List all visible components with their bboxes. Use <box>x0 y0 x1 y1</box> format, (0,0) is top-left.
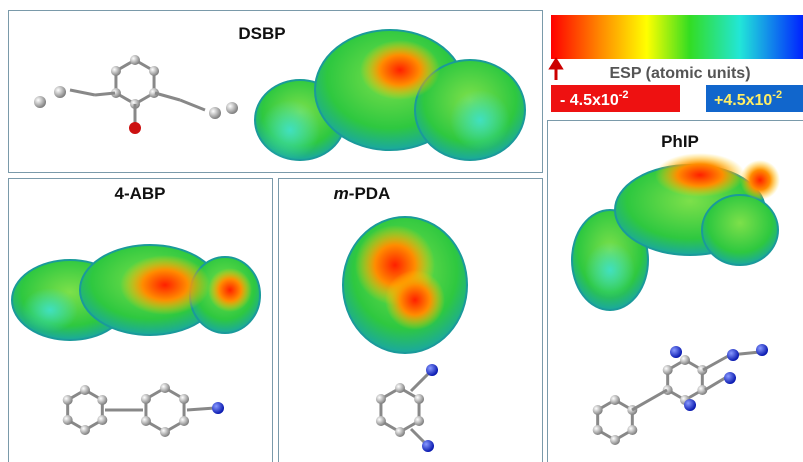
atom <box>212 402 224 414</box>
bond <box>632 390 667 410</box>
esp-spot <box>22 288 78 332</box>
atom <box>756 344 768 356</box>
atom <box>97 395 107 405</box>
atom <box>226 102 238 114</box>
esp-spot <box>120 255 210 315</box>
min-base: - 4.5x10 <box>560 92 619 109</box>
atom <box>97 415 107 425</box>
atom <box>627 425 637 435</box>
esp-surface <box>702 195 778 265</box>
atom <box>149 66 159 76</box>
atom <box>179 394 189 404</box>
atom <box>395 383 405 393</box>
atom <box>80 425 90 435</box>
bond <box>411 372 430 391</box>
atom <box>422 440 434 452</box>
figure: ESP (atomic units) - 4.5x10-2 +4.5x10-2 … <box>0 0 803 462</box>
bond <box>180 100 205 110</box>
label-rest: -PDA <box>349 184 391 203</box>
esp-spot <box>260 100 320 160</box>
min-label: - 4.5x10-2 <box>560 89 629 109</box>
atom <box>129 122 141 134</box>
max-base: +4.5x10 <box>714 92 772 109</box>
atom <box>724 372 736 384</box>
atom <box>34 96 46 108</box>
atom <box>610 435 620 445</box>
esp-spot <box>740 160 780 200</box>
arrow <box>551 60 561 80</box>
max-label: +4.5x10-2 <box>714 89 782 109</box>
panel-label: 4-ABP <box>114 184 165 203</box>
atom <box>680 355 690 365</box>
atom <box>376 416 386 426</box>
esp-spot <box>585 242 635 298</box>
atom <box>209 107 221 119</box>
esp-spot <box>360 40 440 100</box>
atom <box>414 416 424 426</box>
atom <box>376 394 386 404</box>
panel-label: PhIP <box>661 132 699 151</box>
atom <box>663 365 673 375</box>
bond <box>70 90 95 95</box>
esp-spot <box>385 270 445 330</box>
esp-spot <box>655 153 745 197</box>
legend-title: ESP (atomic units) <box>609 65 750 82</box>
esp-spot <box>450 90 510 150</box>
atom <box>426 364 438 376</box>
min-exponent: -2 <box>619 89 629 101</box>
bond <box>703 355 730 370</box>
color-bar <box>551 15 803 59</box>
atom <box>54 86 66 98</box>
atom <box>63 395 73 405</box>
atom <box>130 55 140 65</box>
atom <box>141 394 151 404</box>
atom <box>141 416 151 426</box>
atom <box>414 394 424 404</box>
atom <box>63 415 73 425</box>
atom <box>160 427 170 437</box>
max-exponent: -2 <box>772 89 782 101</box>
atom <box>684 399 696 411</box>
atom <box>593 425 603 435</box>
label-italic: m <box>334 184 349 203</box>
bond <box>155 93 180 100</box>
atom <box>111 66 121 76</box>
atom <box>160 383 170 393</box>
panel-label: DSBP <box>238 24 285 43</box>
atom <box>727 349 739 361</box>
atom <box>610 395 620 405</box>
panel-label: m-PDA <box>334 184 391 203</box>
atom <box>670 346 682 358</box>
page: ESP (atomic units) - 4.5x10-2 +4.5x10-2 … <box>0 0 803 462</box>
atom <box>593 405 603 415</box>
atom <box>395 427 405 437</box>
atom <box>179 416 189 426</box>
bond <box>187 408 215 410</box>
esp-spot <box>208 268 252 312</box>
bond <box>95 93 115 95</box>
atom <box>80 385 90 395</box>
